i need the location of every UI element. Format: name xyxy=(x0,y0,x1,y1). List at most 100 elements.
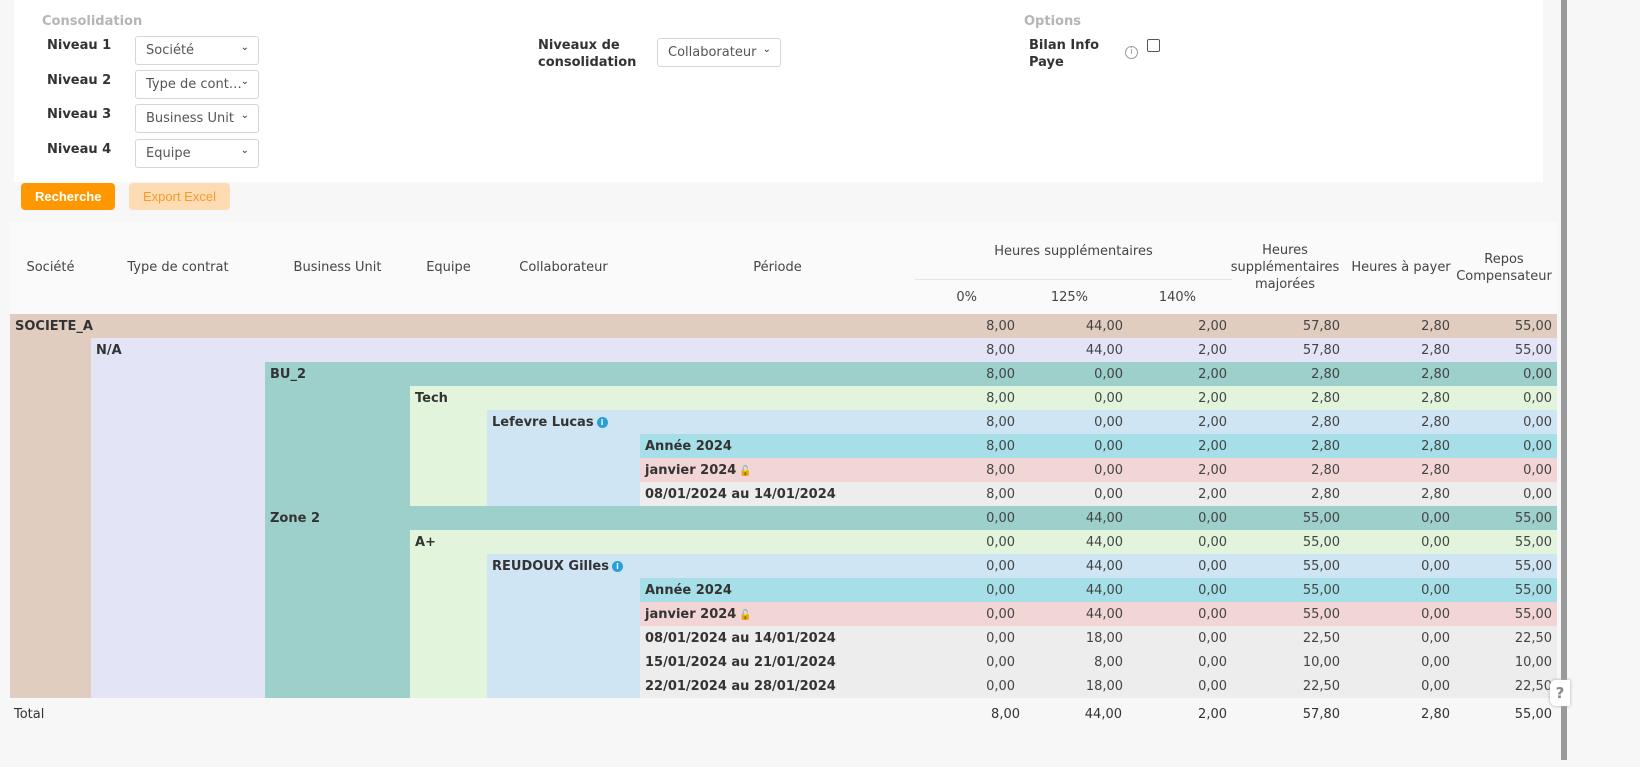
value-cell: 8,00 xyxy=(986,366,1016,382)
row-label-cell: BU_2 xyxy=(265,362,915,386)
value-cell: 8,00 xyxy=(986,438,1016,454)
value-cell: 44,00 xyxy=(1085,318,1124,334)
value-cell: 55,00 xyxy=(1514,342,1553,358)
table-row[interactable]: A+ 0,00 44,00 0,00 55,00 0,00 55,00 xyxy=(10,530,1558,698)
value-cell: 55,00 xyxy=(1302,606,1341,622)
table-row[interactable]: Tech 8,00 0,00 2,00 2,80 2,80 0,00 xyxy=(10,386,1558,506)
header-societe[interactable]: Société xyxy=(26,260,75,275)
row-label-cell: 08/01/2024 au 14/01/2024 xyxy=(640,482,915,506)
value-cell: 57,80 xyxy=(1302,318,1341,334)
niveau-1-select[interactable]: Société ⌄ xyxy=(135,36,259,65)
unlock-icon[interactable]: 🔓 xyxy=(739,465,752,477)
value-cell: 10,00 xyxy=(1514,654,1553,670)
table-row[interactable]: N/A 8,00 44,00 2,00 57,80 2,80 55,00 xyxy=(10,338,1558,698)
row-label: SOCIETE_A xyxy=(15,318,93,334)
info-icon[interactable]: i xyxy=(596,416,608,428)
niveau-2-label: Niveau 2 xyxy=(47,73,112,88)
header-heures-sup: Heures supplémentaires xyxy=(994,244,1153,259)
niveau-2-select[interactable]: Type de cont… ⌄ xyxy=(135,70,259,99)
table-row[interactable]: SOCIETE_A 8,00 44,00 2,00 57,80 2,80 55,00 xyxy=(10,314,1558,338)
header-hs-0[interactable]: 0% xyxy=(956,290,977,305)
row-label: REUDOUX Gilles xyxy=(492,558,609,574)
value-cell: 0,00 xyxy=(1198,534,1228,550)
header-hs-140[interactable]: 140% xyxy=(1158,290,1196,305)
value-cell: 0,00 xyxy=(986,534,1016,550)
scrollbar[interactable] xyxy=(1561,0,1567,760)
value-cell: 0,00 xyxy=(1198,582,1228,598)
chevron-down-icon: ⌄ xyxy=(240,76,249,87)
niveau-3-value: Business Unit xyxy=(146,111,234,126)
niveau-3-select[interactable]: Business Unit ⌄ xyxy=(135,104,259,133)
value-cell: 22,50 xyxy=(1514,630,1553,646)
header-collab[interactable]: Collaborateur xyxy=(519,260,608,275)
value-cell: 8,00 xyxy=(986,486,1016,502)
total-value: 2,00 xyxy=(1198,707,1227,722)
row-label-cell: SOCIETE_A xyxy=(10,314,915,338)
unlock-icon[interactable]: 🔓 xyxy=(739,609,752,621)
row-label: 22/01/2024 au 28/01/2024 xyxy=(645,678,836,694)
value-cell: 2,80 xyxy=(1311,414,1341,430)
niveau-4-select[interactable]: Equipe ⌄ xyxy=(135,139,259,168)
value-cell: 0,00 xyxy=(986,606,1016,622)
value-cell: 8,00 xyxy=(986,390,1016,406)
value-cell: 0,00 xyxy=(986,582,1016,598)
value-cell: 0,00 xyxy=(1094,438,1124,454)
value-cell: 2,80 xyxy=(1311,486,1341,502)
value-cell: 2,00 xyxy=(1198,414,1228,430)
recherche-button[interactable]: Recherche xyxy=(21,183,116,210)
value-cell: 0,00 xyxy=(1198,510,1228,526)
bilan-info-paye-label: Bilan Info Paye xyxy=(1029,38,1100,70)
options-title: Options xyxy=(1024,14,1081,29)
value-cell: 2,80 xyxy=(1421,486,1451,502)
header-hs-125[interactable]: 125% xyxy=(1050,290,1088,305)
table-row[interactable]: BU_2 8,00 0,00 2,00 2,80 2,80 0,00 xyxy=(10,362,1558,698)
header-equipe[interactable]: Equipe xyxy=(426,260,471,275)
value-cell: 0,00 xyxy=(1523,366,1553,382)
value-cell: 8,00 xyxy=(986,414,1016,430)
export-excel-button[interactable]: Export Excel xyxy=(129,183,230,210)
header-repos[interactable]: Repos Compensateur xyxy=(1456,252,1552,284)
value-cell: 0,00 xyxy=(986,510,1016,526)
bilan-info-paye-checkbox[interactable] xyxy=(1147,39,1160,52)
row-label: janvier 2024 xyxy=(645,462,737,478)
value-cell: 2,80 xyxy=(1421,366,1451,382)
header-hs-majorees[interactable]: Heures supplémentaires majorées xyxy=(1230,243,1340,292)
filter-panel xyxy=(14,0,1543,182)
value-cell: 0,00 xyxy=(1421,630,1451,646)
row-label-cell: Zone 2 xyxy=(265,506,915,530)
niveau-4-value: Equipe xyxy=(146,146,191,161)
consolidation-title: Consolidation xyxy=(42,14,143,29)
header-type[interactable]: Type de contrat xyxy=(127,260,229,275)
value-cell: 0,00 xyxy=(1421,510,1451,526)
value-cell: 55,00 xyxy=(1514,582,1553,598)
value-cell: 0,00 xyxy=(1198,654,1228,670)
header-heures-a-payer[interactable]: Heures à payer xyxy=(1351,260,1451,275)
row-label: Année 2024 xyxy=(645,438,732,454)
value-cell: 0,00 xyxy=(986,558,1016,574)
info-icon[interactable]: i xyxy=(1125,46,1138,59)
group-cell xyxy=(410,554,487,698)
value-cell: 44,00 xyxy=(1085,534,1124,550)
info-icon[interactable]: i xyxy=(612,560,623,572)
value-cell: 0,00 xyxy=(1523,438,1553,454)
header-periode[interactable]: Période xyxy=(753,260,802,275)
value-cell: 0,00 xyxy=(1198,678,1228,694)
help-button[interactable]: ? xyxy=(1550,680,1570,706)
value-cell: 22,50 xyxy=(1514,678,1553,694)
value-cell: 2,00 xyxy=(1198,366,1228,382)
row-label: 08/01/2024 au 14/01/2024 xyxy=(645,486,836,502)
total-value: 57,80 xyxy=(1302,707,1340,722)
value-cell: 2,80 xyxy=(1421,462,1451,478)
value-cell: 18,00 xyxy=(1085,630,1124,646)
value-cell: 2,80 xyxy=(1421,342,1451,358)
row-label-cell: 22/01/2024 au 28/01/2024 xyxy=(640,674,915,698)
value-cell: 2,00 xyxy=(1198,462,1228,478)
value-cell: 55,00 xyxy=(1514,534,1553,550)
table-row[interactable]: Zone 2 0,00 44,00 0,00 55,00 0,00 55,00 xyxy=(10,506,1558,530)
value-cell: 0,00 xyxy=(1198,630,1228,646)
niveaux-consolidation-select[interactable]: Collaborateur ⌄ xyxy=(657,38,781,67)
header-bu[interactable]: Business Unit xyxy=(293,260,382,275)
row-label-cell: 15/01/2024 au 21/01/2024 xyxy=(640,650,915,674)
value-cell: 55,00 xyxy=(1302,534,1341,550)
value-cell: 0,00 xyxy=(1523,462,1553,478)
